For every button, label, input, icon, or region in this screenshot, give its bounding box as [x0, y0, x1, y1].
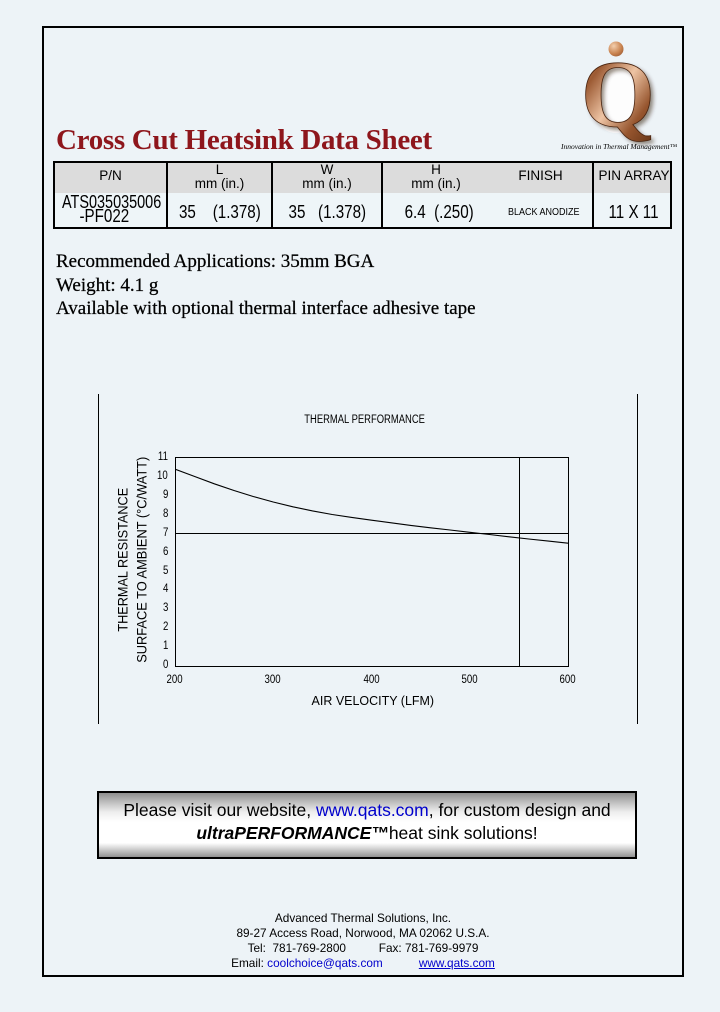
svg-text:Q: Q	[581, 41, 655, 147]
svg-text:Q: Q	[584, 44, 658, 150]
